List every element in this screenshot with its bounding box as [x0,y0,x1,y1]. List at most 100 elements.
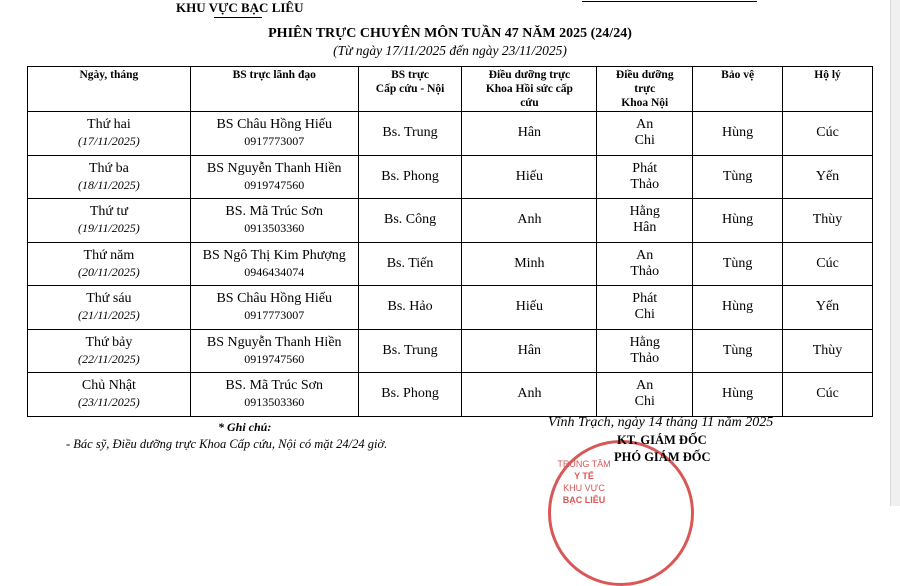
doctor-cell: Bs. Trung [357,328,463,373]
leader-name: BS Nguyễn Thanh Hiền [206,160,342,176]
leader-cell: BS Nguyễn Thanh Hiền 0919747560 [189,328,359,373]
aide-cell: Cúc [782,241,873,286]
column-header: Hộ lý [782,66,873,112]
doctor-cell: Bs. Tiến [357,241,463,286]
date: (21/11/2025) [78,308,140,323]
weekday: Thứ bảy [85,334,133,350]
internal-nurse-cell: An Chi [596,372,694,417]
leader-name: BS. Mã Trúc Sơn [225,204,324,220]
leader-name: BS Châu Hồng Hiếu [216,117,332,133]
weekday: Thứ ba [88,160,129,176]
internal-nurse-cell: An Thảo [596,241,694,286]
weekday: Thứ năm [83,247,135,263]
guard-cell: Hùng [692,372,784,417]
stamp-line: KHU VỰC [563,483,605,493]
column-header-line: trực [634,83,656,95]
divider [582,1,757,2]
leader-cell: BS. Mã Trúc Sơn 0913503360 [189,372,359,417]
icu-nurse-cell: Hân [461,111,598,156]
day-cell: Thứ sáu (21/11/2025) [27,285,191,330]
date: (19/11/2025) [78,221,140,236]
stamp-line: TRUNG TÂM [557,459,611,469]
column-header: BS trực lãnh đạo [189,66,359,112]
column-header: Điều dưỡng trực Khoa Hồi sức cấp cứu [461,66,598,112]
leader-name: BS. Mã Trúc Sơn [225,378,324,394]
aide-cell: Cúc [782,111,873,156]
date: (23/11/2025) [78,395,140,410]
aide-cell: Yến [782,154,873,199]
signer-position: PHÓ GIÁM ĐỐC [614,450,711,464]
organization-name: KHU VỰC BẠC LIÊU [176,0,304,15]
guard-cell: Tùng [692,154,784,199]
icu-nurse-cell: Hiếu [461,154,598,199]
guard-cell: Tùng [692,328,784,373]
internal-nurse-cell: Phát Chi [596,285,694,330]
column-header-line: Ngày, tháng [79,69,139,81]
day-cell: Thứ ba (18/11/2025) [27,154,191,199]
guard-cell: Hùng [692,111,784,156]
leader-phone: 0913503360 [244,395,305,410]
leader-phone: 0919747560 [244,351,305,366]
day-cell: Thứ tư (19/11/2025) [27,198,191,243]
column-header-line: Điều dưỡng trực [488,69,571,81]
weekday: Chủ Nhật [81,378,136,394]
icu-nurse-cell: Hân [461,328,598,373]
scrollbar[interactable] [890,0,900,506]
doctor-cell: Bs. Hảo [357,285,463,330]
table-row: Thứ sáu (21/11/2025) BS Châu Hồng Hiếu 0917… [27,285,873,330]
page-subtitle: (Từ ngày 17/11/2025 đến ngày 23/11/2025) [333,43,567,58]
weekday: Thứ hai [87,117,131,133]
stamp-line: Y TẾ [574,471,594,481]
nurse-name: Chi [634,394,655,410]
column-header-line: Điều dưỡng [615,69,674,81]
table-row: Thứ tư (19/11/2025) BS. Mã Trúc Sơn 0913503… [27,198,873,243]
column-header-line: Khoa Nội [621,97,669,109]
nurse-name: Thảo [630,176,660,192]
table-row: Thứ hai (17/11/2025) BS Châu Hồng Hiếu 0917… [27,111,873,156]
column-header: Ngày, tháng [27,66,191,112]
table-row: Chủ Nhật (23/11/2025) BS. Mã Trúc Sơn 09135… [27,372,873,417]
column-header: Điều dưỡng trực Khoa Nội [596,66,694,112]
stamp-line: BẠC LIÊU [562,495,606,505]
leader-name: BS Ngô Thị Kim Phượng [202,247,346,263]
leader-cell: BS Châu Hồng Hiếu 0917773007 [189,285,359,330]
column-header-line: cứu [520,97,539,109]
leader-phone: 0917773007 [244,134,305,149]
column-header-line: BS trực [391,69,429,81]
doctor-cell: Bs. Trung [357,111,463,156]
nurse-name: Thảo [630,350,660,366]
leader-cell: BS Ngô Thị Kim Phượng 0946434074 [189,241,359,286]
signer-title: KT. GIÁM ĐỐC [617,433,707,447]
nurse-name: Phát [632,160,658,176]
leader-name: BS Nguyễn Thanh Hiền [206,334,342,350]
leader-phone: 0913503360 [244,221,305,236]
notes-text: - Bác sỹ, Điều dưỡng trực Khoa Cấp cứu, … [66,437,388,451]
nurse-name: Hằng [629,334,660,350]
internal-nurse-cell: Hằng Thảo [596,328,694,373]
leader-cell: BS Châu Hồng Hiếu 0917773007 [189,111,359,156]
page-title: PHIÊN TRỰC CHUYÊN MÔN TUẦN 47 NĂM 2025 (… [268,26,632,41]
leader-name: BS Châu Hồng Hiếu [216,291,332,307]
header-row: Ngày, tháng BS trực lãnh đạo BS trực Cấp cứ… [27,66,873,112]
column-header-line: Khoa Hồi sức cấp [485,83,573,95]
column-header: BS trực Cấp cứu - Nội [357,66,463,112]
date: (18/11/2025) [78,177,140,192]
leader-phone: 0919747560 [244,177,305,192]
date: (22/11/2025) [78,351,140,366]
nurse-name: Thảo [630,263,660,279]
leader-phone: 0917773007 [244,308,305,323]
icu-nurse-cell: Anh [461,372,598,417]
day-cell: Thứ hai (17/11/2025) [27,111,191,156]
nurse-name: Phát [632,291,658,307]
nurse-name: Chi [634,133,655,149]
doctor-cell: Bs. Phong [357,372,463,417]
date: (20/11/2025) [78,264,140,279]
leader-phone: 0946434074 [244,264,305,279]
aide-cell: Thùy [782,198,873,243]
aide-cell: Thùy [782,328,873,373]
leader-cell: BS Nguyễn Thanh Hiền 0919747560 [189,154,359,199]
day-cell: Thứ bảy (22/11/2025) [27,328,191,373]
date: (17/11/2025) [78,134,140,149]
column-header-line: BS trực lãnh đạo [232,69,316,81]
internal-nurse-cell: Hằng Hân [596,198,694,243]
